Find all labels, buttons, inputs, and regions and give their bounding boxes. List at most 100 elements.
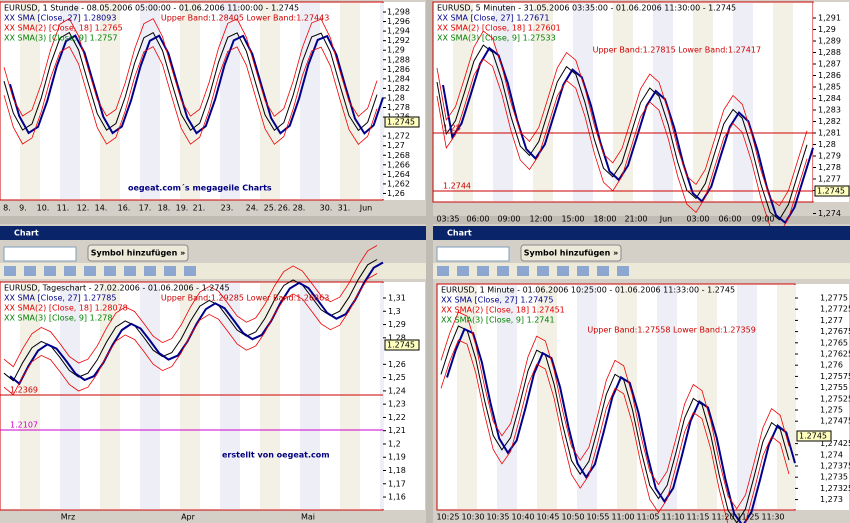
symbol-button-label[interactable]: Symbol hinzufügen » <box>524 249 619 258</box>
tool-icon[interactable] <box>84 266 96 276</box>
symbol-button[interactable] <box>520 244 622 262</box>
y-tick-label: 1,2765 <box>820 338 848 347</box>
y-tick-label: 1,26 <box>388 360 406 369</box>
tool-icon[interactable] <box>477 266 489 276</box>
y-tick-label: 1,29 <box>388 320 406 329</box>
tool-icon[interactable] <box>124 266 136 276</box>
stripe <box>733 3 753 201</box>
stripe <box>657 285 677 509</box>
x-tick-label: Mai <box>301 513 315 522</box>
x-tick-label: 10:25 <box>436 513 459 522</box>
tool-icon[interactable] <box>104 266 116 276</box>
y-tick-label: 1,27425 <box>820 439 850 448</box>
stripe <box>737 285 757 509</box>
y-tick-label: 1,275 <box>820 406 843 415</box>
y-tick-label: 1,2755 <box>820 383 848 392</box>
tool-icon[interactable] <box>597 266 609 276</box>
last-price-box <box>796 430 832 442</box>
chart-window: Chart Symbol hinzufügen » EURUSD, Tagescha… <box>0 226 426 522</box>
tool-icon[interactable] <box>144 266 156 276</box>
chart-title: EURUSD, 1 Stunde - 08.05.2006 05:00:00 -… <box>4 4 299 13</box>
x-tick-label: Mrz <box>61 513 75 522</box>
tool-icon[interactable] <box>517 266 529 276</box>
tool-icon[interactable] <box>497 266 509 276</box>
axis-area <box>384 2 425 200</box>
symbol-button-label[interactable]: Symbol hinzufügen » <box>91 249 186 258</box>
y-tick-label: 1,27575 <box>820 372 850 381</box>
tool-icon[interactable] <box>64 266 76 276</box>
legend-entry: XX SMA [Close, 27] 1.27785 <box>4 294 116 303</box>
y-tick-label: 1,262 <box>387 179 410 188</box>
tool-icon[interactable] <box>24 266 36 276</box>
tool-icon[interactable] <box>617 266 629 276</box>
legend-entry: XX SMA [Close, 27] 1.27671 <box>437 14 549 23</box>
splitter <box>426 0 433 523</box>
x-tick-label: 11:30 <box>761 513 784 522</box>
stripe <box>697 285 717 509</box>
x-tick-label: 10:50 <box>561 513 584 522</box>
tool-icon[interactable] <box>557 266 569 276</box>
x-tick-label: 11:20 <box>711 513 734 522</box>
sma-line <box>442 46 814 225</box>
stripe <box>537 285 557 509</box>
x-tick-label: Apr <box>181 513 196 522</box>
y-tick-label: 1,277 <box>818 175 841 184</box>
band-line <box>3 273 378 396</box>
symbol-input[interactable] <box>436 246 510 262</box>
y-tick-label: 1,29 <box>818 25 836 34</box>
tool-icon[interactable] <box>537 266 549 276</box>
stripe <box>180 3 200 199</box>
sma-line <box>9 261 384 386</box>
x-tick-label: 31. <box>338 204 351 213</box>
stripe <box>300 283 320 509</box>
annotation: oegeat.com´s megageile Charts <box>128 183 272 193</box>
stripe <box>653 3 673 201</box>
stripe <box>100 3 120 199</box>
x-tick-label: 10:40 <box>511 513 534 522</box>
x-tick-label: 23. <box>221 204 234 213</box>
y-tick-label: 1,288 <box>818 48 841 57</box>
y-tick-label: 1,278 <box>818 163 841 172</box>
tool-icon[interactable] <box>184 266 196 276</box>
y-tick-label: 1,28 <box>387 93 405 102</box>
y-tick-label: 1,285 <box>818 83 841 92</box>
stripe <box>453 3 473 201</box>
legend-entry: XX SMA(3) [Close, 9] 1.2757 <box>4 34 118 43</box>
y-tick-label: 1,283 <box>818 106 841 115</box>
band-line <box>3 18 378 118</box>
tool-icon[interactable] <box>457 266 469 276</box>
symbol-input[interactable] <box>3 246 77 262</box>
x-tick-label: 03:00 <box>686 215 709 224</box>
price-line <box>440 325 790 523</box>
y-tick-label: 1,23 <box>388 400 406 409</box>
y-tick-label: 1,298 <box>387 8 410 17</box>
y-tick-label: 1,2 <box>388 439 401 448</box>
x-tick-label: 18:00 <box>593 215 616 224</box>
level-label: 1.2107 <box>10 421 38 430</box>
tool-icon[interactable] <box>44 266 56 276</box>
symbol-button[interactable] <box>87 244 189 262</box>
chart-window: EURUSD, 1 Stunde - 08.05.2006 05:00:00 -… <box>0 1 425 213</box>
y-tick-label: 1,296 <box>387 17 410 26</box>
band-label: Upper Band:1.28405 Lower Band:1.27443 <box>161 14 329 23</box>
band-line <box>436 58 808 235</box>
x-tick-label: Jun <box>359 204 373 213</box>
x-tick-label: 17. <box>139 204 152 213</box>
tool-icon[interactable] <box>164 266 176 276</box>
stripe <box>693 3 713 201</box>
x-tick-label: 11. <box>57 204 70 213</box>
x-tick-label: 26. <box>278 204 291 213</box>
y-tick-label: 1,279 <box>818 152 841 161</box>
legend-entry: XX SMA [Close, 27] 1.27475 <box>441 296 553 305</box>
x-tick-label: 24. <box>246 204 259 213</box>
y-tick-label: 1,31 <box>388 294 406 303</box>
tool-icon[interactable] <box>4 266 16 276</box>
tool-icon[interactable] <box>577 266 589 276</box>
last-price: 1.2745 <box>387 341 415 350</box>
price-line <box>3 31 378 132</box>
x-tick-label: 03:35 <box>436 215 459 224</box>
band-label: Upper Band:1.27815 Lower Band:1.27417 <box>593 46 761 55</box>
tool-icon[interactable] <box>437 266 449 276</box>
plot-area <box>436 283 796 511</box>
x-tick-label: 14. <box>95 204 108 213</box>
